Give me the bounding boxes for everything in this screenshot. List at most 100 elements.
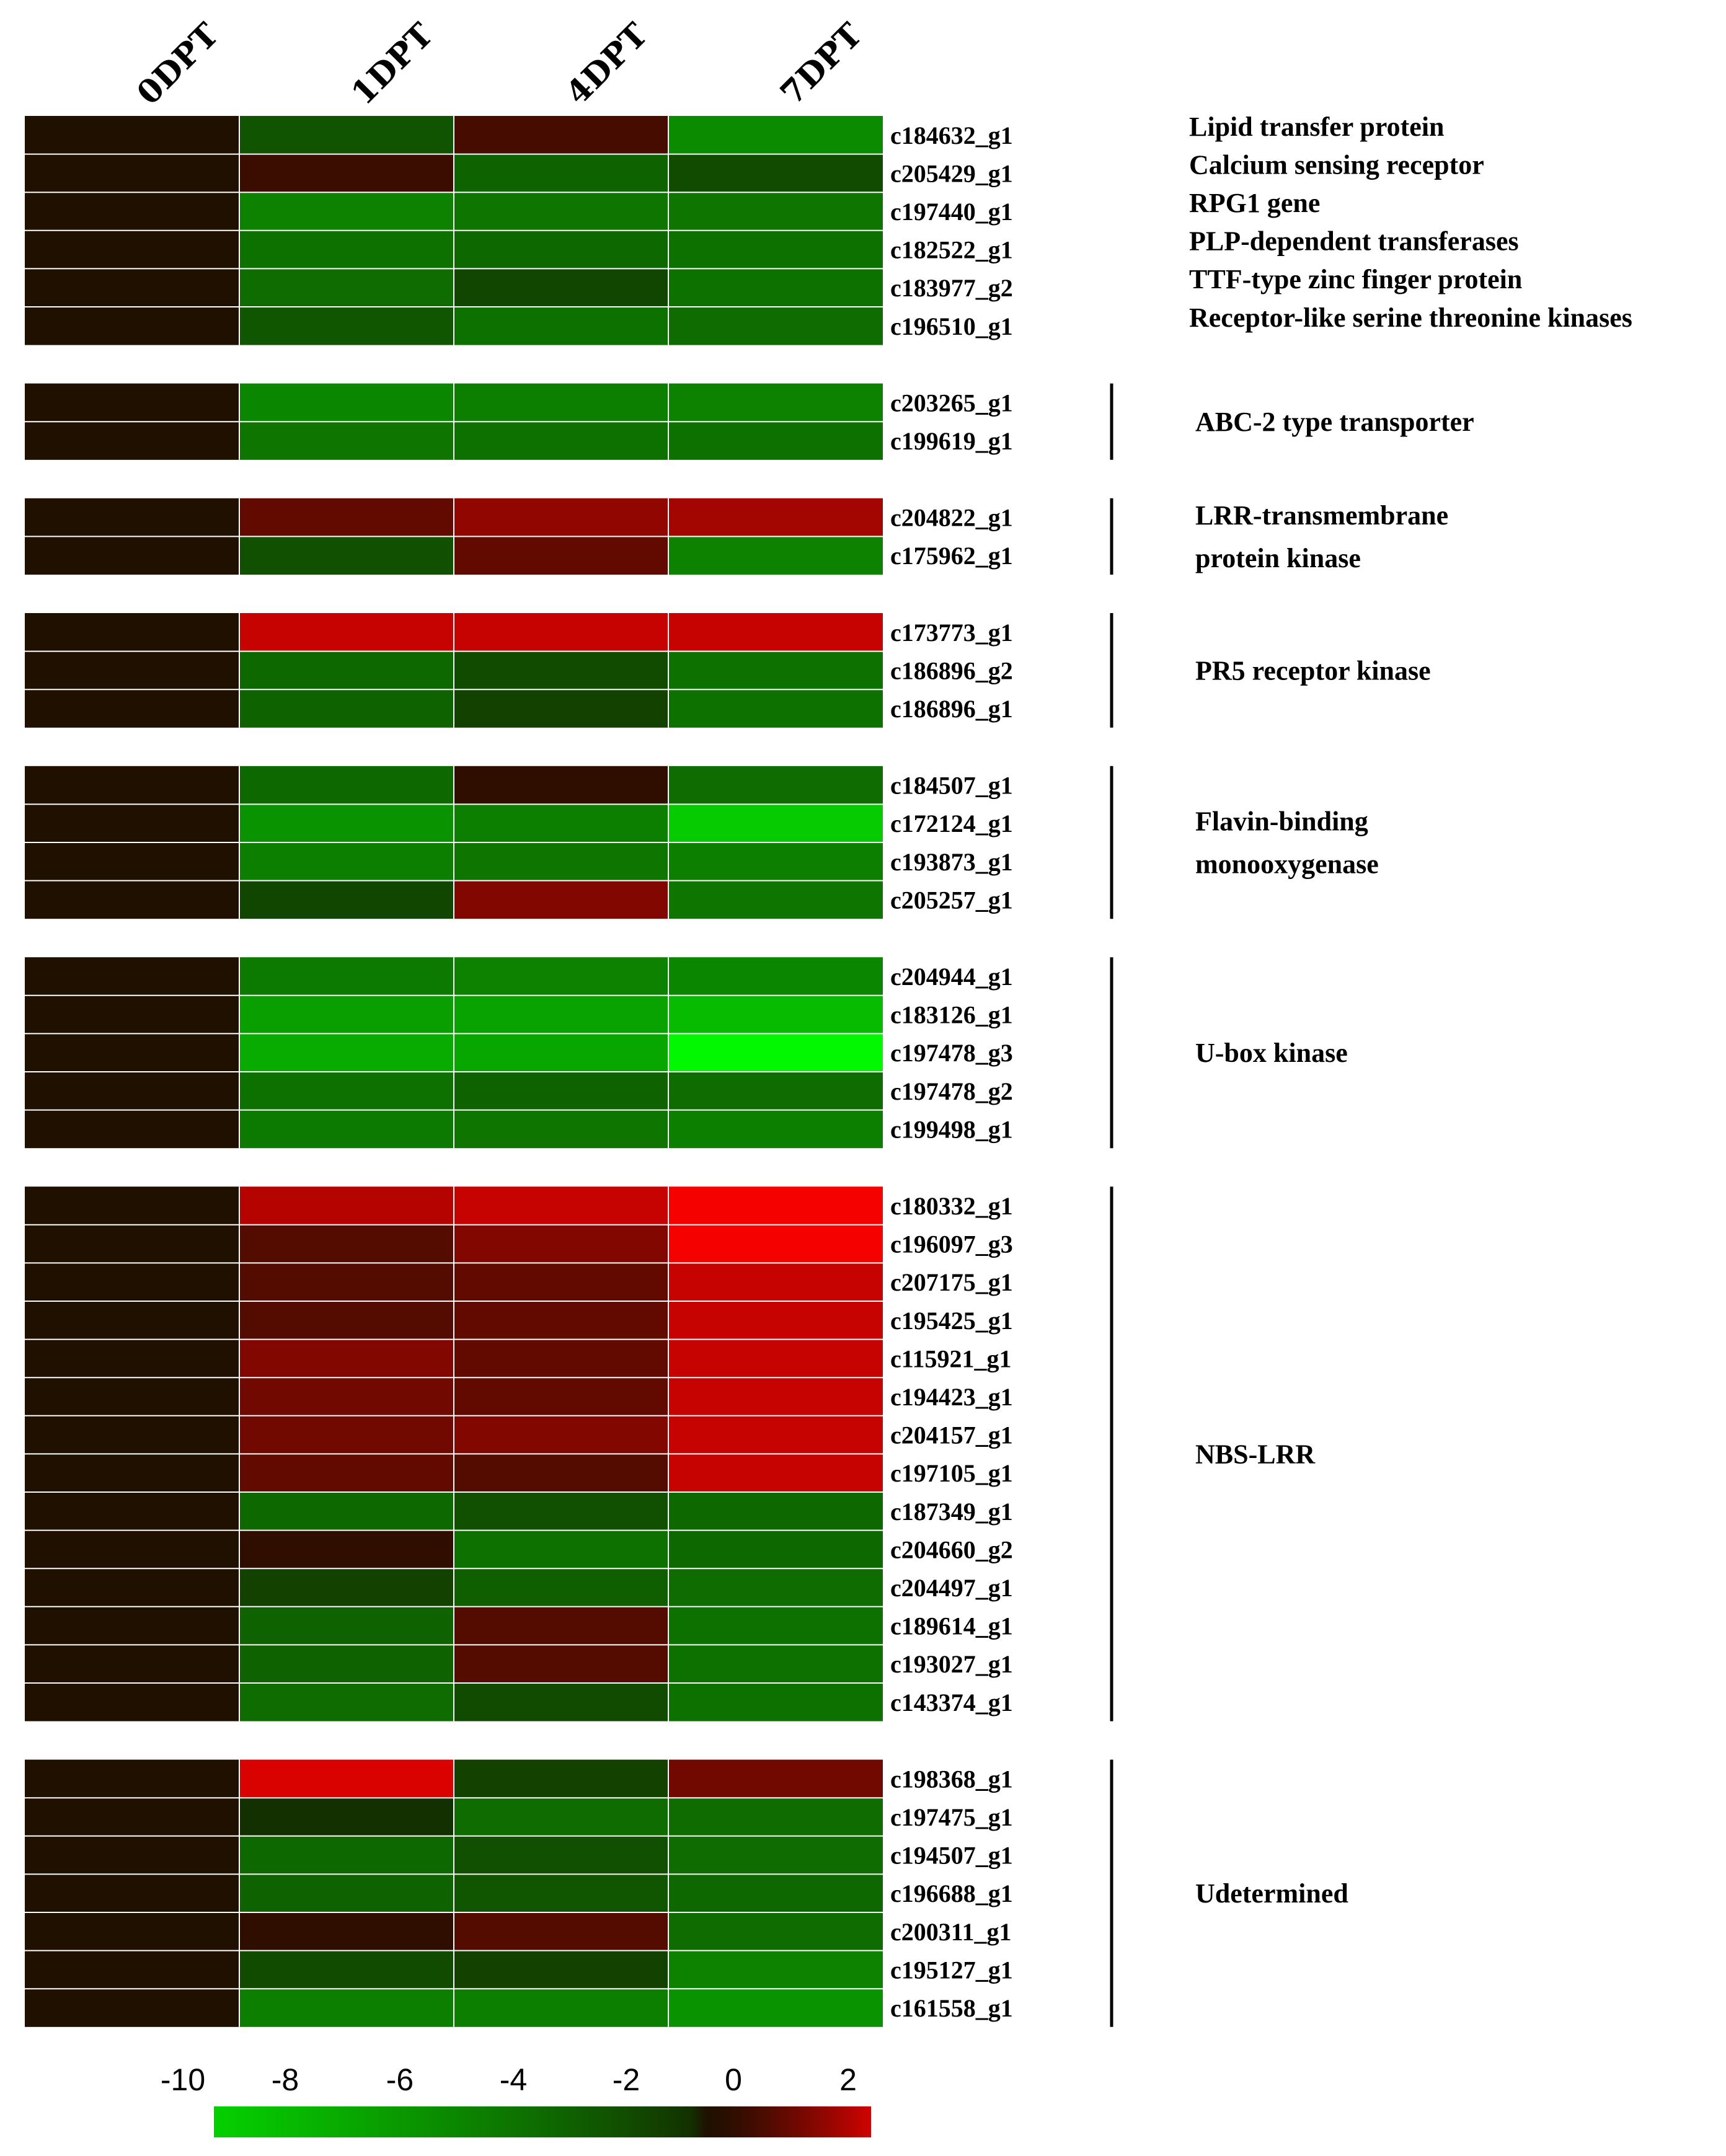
heatmap-cell [25,1645,239,1683]
heatmap-cell [668,766,883,805]
heatmap-cell [668,1874,883,1912]
heatmap-cell [25,1836,239,1875]
colorbar-tick-label: -10 [161,2062,205,2097]
heatmap-cell [454,1530,668,1569]
heatmap-cell [25,1415,239,1454]
row-label: c172124_g1 [890,810,1013,837]
heatmap-cell [25,154,239,193]
heatmap-cell [239,536,454,575]
gene-annotation: PLP-dependent transferases [1189,226,1519,257]
heatmap-cell [454,1186,668,1225]
heatmap-cell [239,498,454,537]
heatmap-cell [25,116,239,154]
heatmap-cell [25,1224,239,1263]
heatmap-cell [239,804,454,842]
row-label: c196510_g1 [890,312,1013,340]
colorbar-tick-label: -8 [272,2062,299,2097]
heatmap-cell [25,1950,239,1989]
row-label: c204944_g1 [890,963,1013,991]
heatmap-cell [668,1950,883,1989]
heatmap-cell [239,1989,454,2027]
row-label: c204497_g1 [890,1574,1013,1602]
heatmap-cell [25,880,239,919]
heatmap-cell [668,1377,883,1416]
column-label: 7DPT [773,15,870,112]
heatmap-cell [239,1683,454,1721]
heatmap-cell [25,1912,239,1951]
heatmap-cell [239,995,454,1034]
heatmap-cell [25,307,239,345]
row-label: c197105_g1 [890,1459,1013,1487]
row-label: c115921_g1 [890,1345,1012,1372]
heatmap-cell [239,1759,454,1798]
heatmap-cell [668,1033,883,1072]
heatmap-cell [25,1606,239,1645]
group-label: PR5 receptor kinase [1195,655,1431,686]
heatmap-cell [668,536,883,575]
heatmap-cell [454,651,668,690]
heatmap-cell [668,1645,883,1683]
colorbar-tick-label: -2 [613,2062,640,2097]
gene-annotation: TTF-type zinc finger protein [1189,264,1522,294]
gene-annotation: Calcium sensing receptor [1189,149,1484,180]
heatmap-cell [668,1606,883,1645]
heatmap-cell [454,1110,668,1149]
row-label: c197478_g3 [890,1039,1013,1067]
heatmap-cell [454,1224,668,1263]
heatmap-cell [239,1836,454,1875]
row-label: c197478_g2 [890,1077,1013,1105]
heatmap-cell [454,422,668,460]
heatmap-cell [25,957,239,996]
heatmap-cell [25,1492,239,1531]
heatmap-cell [239,307,454,345]
heatmap-cell [668,689,883,728]
heatmap-cell [25,689,239,728]
heatmap-cell [668,651,883,690]
heatmap-cell [239,230,454,269]
group-label: U-box kinase [1195,1038,1348,1068]
heatmap-cell [454,268,668,307]
row-label: c204157_g1 [890,1421,1013,1449]
row-label: c196097_g3 [890,1230,1013,1258]
heatmap-cell [668,842,883,881]
row-label: c204822_g1 [890,504,1013,532]
heatmap-cell [454,766,668,805]
heatmap-cell [668,995,883,1034]
row-label: c194423_g1 [890,1383,1013,1411]
heatmap-cell [25,498,239,537]
heatmap-cell [239,383,454,422]
heatmap-cell [239,268,454,307]
colorbar-tick-label: 0 [725,2062,742,2097]
heatmap-cell [454,1263,668,1301]
heatmap-cell [25,804,239,842]
heatmap-cell [668,1683,883,1721]
heatmap-cell [239,1798,454,1836]
heatmap-cell [25,842,239,881]
heatmap-cell [25,1110,239,1149]
heatmap-cell [454,1301,668,1340]
heatmap-cell [239,651,454,690]
heatmap-cell [454,154,668,193]
heatmap-cell [454,1836,668,1875]
heatmap-cell [454,1606,668,1645]
row-label: c183977_g2 [890,274,1013,302]
heatmap-cell [668,804,883,842]
heatmap-cell [454,1683,668,1721]
heatmap-cell [25,651,239,690]
heatmap-cell [239,766,454,805]
group-label: ABC-2 type transporter [1195,407,1474,437]
heatmap-cell [239,1454,454,1492]
heatmap-cell [454,1339,668,1378]
heatmap-cell [668,383,883,422]
heatmap-cell [239,842,454,881]
heatmap-cell [239,1339,454,1378]
row-label: c195127_g1 [890,1956,1013,1984]
group-label: Udetermined [1195,1878,1348,1909]
heatmap-cell [668,307,883,345]
column-label: 1DPT [344,15,441,112]
row-label: c195425_g1 [890,1307,1013,1335]
row-label: c184507_g1 [890,772,1013,800]
row-label: c182522_g1 [890,236,1013,264]
